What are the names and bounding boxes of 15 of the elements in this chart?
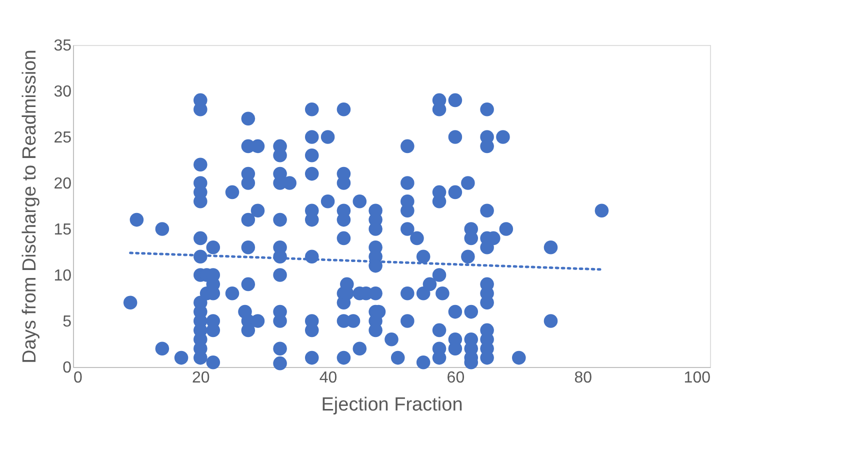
y-tick-label: 30: [54, 84, 72, 100]
y-tick-label: 35: [54, 38, 72, 54]
y-tick-label: 20: [54, 176, 72, 192]
y-tick-label: 15: [54, 222, 72, 238]
x-tick-label: 60: [446, 370, 465, 386]
y-tick-label: 5: [62, 314, 72, 330]
y-axis-title: Days from Discharge to Readmission: [20, 50, 41, 364]
x-tick-label: 40: [319, 370, 338, 386]
y-tick-label: 10: [54, 268, 72, 284]
x-axis-title: Ejection Fraction: [321, 394, 463, 416]
x-tick-label: 80: [574, 370, 592, 386]
x-tick-label: 100: [684, 370, 711, 386]
x-tick-label: 20: [192, 370, 210, 386]
y-tick-label: 25: [54, 130, 72, 146]
x-tick-label: 0: [74, 370, 82, 386]
